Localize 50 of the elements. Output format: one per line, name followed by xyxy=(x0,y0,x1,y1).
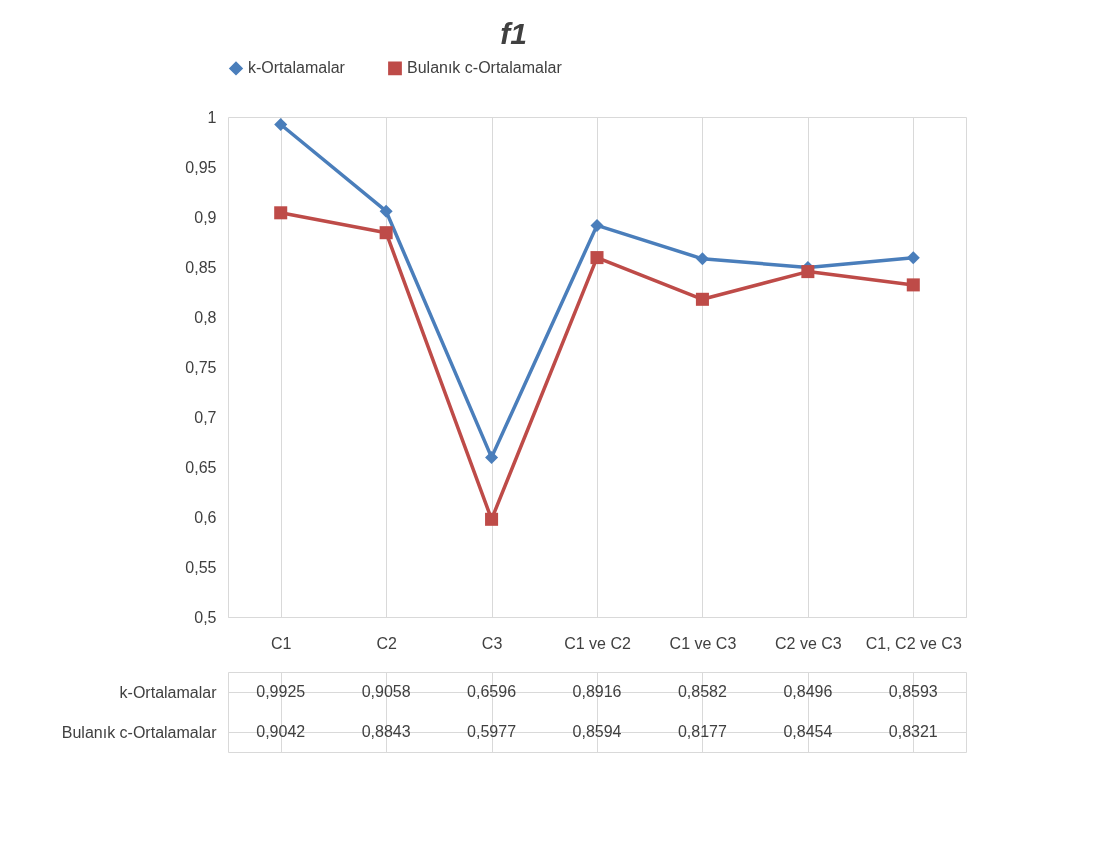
data-label: 0,8454 xyxy=(783,723,833,740)
data-label: 0,8843 xyxy=(361,723,411,740)
x-tick-label: C2 xyxy=(376,634,397,652)
y-tick-label: 0,5 xyxy=(194,608,217,626)
legend-label: Bulanık c-Ortalamalar xyxy=(407,59,563,77)
data-label: 0,8321 xyxy=(888,723,938,740)
point xyxy=(906,278,920,292)
x-tick-label: C1 ve C3 xyxy=(669,634,737,652)
data-label: 0,8582 xyxy=(677,683,727,700)
y-tick-label: 0,65 xyxy=(185,458,217,476)
y-tick-label: 0,7 xyxy=(194,408,217,426)
data-label: 0,9058 xyxy=(361,683,411,700)
x-tick-label: C1, C2 ve C3 xyxy=(865,634,962,652)
x-tick-label: C1 ve C2 xyxy=(564,634,631,652)
x-tick-label: C1 xyxy=(270,634,292,652)
data-label: 0,8916 xyxy=(572,683,622,700)
point xyxy=(695,252,709,266)
y-tick-label: 0,95 xyxy=(185,158,217,176)
data-label: 0,8594 xyxy=(572,723,622,740)
data-label: 0,6596 xyxy=(467,683,517,700)
point xyxy=(379,226,393,240)
text: k-Ortalamalar xyxy=(119,683,217,701)
y-tick-label: 0,8 xyxy=(194,308,217,326)
data-label: 0,8496 xyxy=(783,683,833,700)
y-tick-label: 0,55 xyxy=(185,558,217,576)
point xyxy=(274,117,288,132)
point xyxy=(906,251,920,265)
x-tick-label: C3 xyxy=(481,634,503,652)
point xyxy=(485,450,499,464)
y-tick-label: 0,6 xyxy=(194,508,217,526)
point xyxy=(590,218,604,232)
data-label: 0,5977 xyxy=(467,723,517,740)
y-tick-label: 1 xyxy=(207,108,217,126)
point xyxy=(274,206,288,220)
text: Bulanık c-Ortalamalar xyxy=(61,723,217,741)
y-tick-label: 0,85 xyxy=(185,258,217,276)
chart-title: f1 xyxy=(500,17,527,50)
point xyxy=(590,251,604,265)
y-tick-label: 0,75 xyxy=(185,358,217,376)
point xyxy=(485,512,499,526)
point xyxy=(801,265,815,279)
point xyxy=(695,292,709,306)
y-tick-label: 0,9 xyxy=(194,208,217,226)
data-label: 0,8593 xyxy=(888,683,938,700)
data-label: 0,9042 xyxy=(256,723,306,740)
legend-label: k-Ortalamalar xyxy=(248,59,346,77)
point xyxy=(379,204,393,218)
x-tick-label: C2 ve C3 xyxy=(775,634,842,652)
data-label: 0,8177 xyxy=(677,723,727,740)
data-label: 0,9925 xyxy=(256,683,306,700)
